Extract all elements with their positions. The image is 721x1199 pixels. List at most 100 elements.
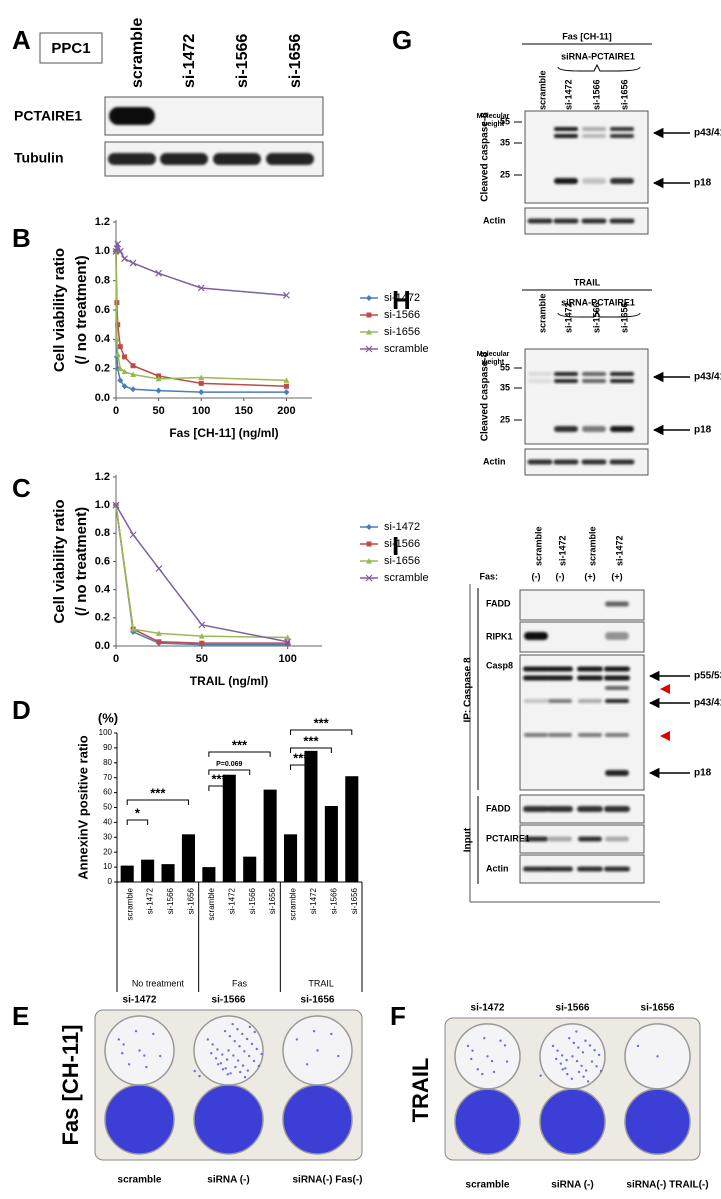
- bar: [284, 834, 298, 882]
- x-tick-label: si-1566: [329, 887, 338, 914]
- series-line: [115, 251, 287, 388]
- group-brace: [557, 63, 641, 72]
- blot-band: [547, 866, 573, 872]
- lane-label: si-1472: [563, 79, 573, 110]
- lane-label: scramble: [537, 70, 547, 110]
- legend-marker: [366, 295, 372, 301]
- colony: [236, 1027, 239, 1031]
- blot-band: [523, 675, 549, 681]
- fas-state: (-): [532, 571, 541, 581]
- x-tick-label: si-1566: [248, 887, 257, 914]
- colony: [330, 1032, 333, 1036]
- blot-band: [609, 218, 635, 224]
- y-tick-label: 0.2: [95, 363, 110, 375]
- panel-letter: D: [12, 695, 31, 725]
- blot-band: [577, 675, 603, 681]
- point: [198, 633, 205, 639]
- legend-marker: [366, 329, 372, 335]
- blot-band: [578, 699, 602, 703]
- colony: [575, 1030, 578, 1033]
- blot-band: [524, 836, 548, 842]
- mw-title: weight: [481, 359, 505, 366]
- y-tick-label: 0.8: [95, 275, 110, 287]
- well-label: si-1566: [212, 995, 246, 1006]
- well: [282, 1084, 353, 1155]
- blot-band: [604, 806, 630, 812]
- blot-band: [554, 127, 578, 131]
- significance-bracket: [208, 751, 271, 757]
- blot-band: [605, 699, 629, 703]
- point: [122, 354, 128, 360]
- colony: [586, 1080, 590, 1083]
- x-tick-label: 0: [113, 405, 119, 417]
- band-label: p43/41: [694, 128, 721, 139]
- colony: [234, 1065, 237, 1069]
- colony: [227, 1049, 230, 1052]
- colony: [571, 1055, 574, 1058]
- well-label: si-1656: [301, 995, 335, 1006]
- colony: [590, 1060, 594, 1063]
- lane-label: scramble: [533, 526, 543, 566]
- point: [116, 247, 124, 255]
- y-tick-label: 100: [99, 728, 113, 737]
- colony: [597, 1053, 601, 1057]
- group-label: TRAIL: [308, 978, 334, 988]
- colony: [539, 1074, 542, 1077]
- bar: [263, 789, 277, 882]
- blot-band: [554, 426, 578, 432]
- series-line: [115, 505, 288, 639]
- legend-label: scramble: [384, 572, 429, 584]
- fas-state: (+): [584, 571, 595, 581]
- blot-band: [528, 372, 552, 376]
- point: [130, 371, 137, 378]
- point: [121, 368, 128, 375]
- red-arrowhead: [660, 731, 670, 741]
- colony: [239, 1070, 242, 1074]
- well: [624, 1088, 691, 1155]
- legend-marker: [365, 574, 373, 582]
- x-tick-label: 0: [113, 653, 119, 665]
- legend-label: scramble: [384, 343, 429, 355]
- blot-band: [160, 153, 208, 165]
- point: [283, 377, 290, 383]
- y-label: Cleaved caspase-8: [480, 351, 491, 441]
- x-tick-label: si-1472: [309, 887, 318, 914]
- panel-letter: I: [392, 531, 399, 561]
- point: [155, 630, 162, 636]
- colony: [238, 1045, 241, 1048]
- lane-label: si-1472: [563, 302, 573, 333]
- blot-band: [605, 686, 629, 690]
- colony: [250, 1042, 254, 1046]
- treatment-label: Fas [CH-11]: [58, 1024, 83, 1145]
- significance-label: ***: [303, 733, 319, 748]
- blot-band: [554, 379, 578, 383]
- point: [113, 336, 120, 342]
- significance-bracket: [126, 799, 189, 805]
- colony: [248, 1054, 251, 1058]
- colony: [138, 1049, 141, 1052]
- y-tick-label: 60: [103, 788, 112, 797]
- y-tick-label: 1.0: [95, 245, 110, 257]
- colony: [486, 1055, 489, 1058]
- unit-label: (%): [98, 710, 118, 725]
- colony: [561, 1068, 564, 1071]
- x-tick-label: si-1656: [350, 887, 359, 914]
- bar: [243, 856, 257, 882]
- colony: [127, 1063, 131, 1066]
- x-tick-label: scramble: [207, 887, 216, 920]
- x-tick-label: 100: [192, 405, 210, 417]
- colony: [206, 1038, 209, 1041]
- y-tick-label: 0.6: [95, 555, 110, 567]
- point: [117, 365, 124, 372]
- colony: [229, 1072, 232, 1075]
- blot-band: [528, 379, 552, 383]
- band-label: p43/41: [694, 372, 721, 383]
- group-label: siRNA-PCTAIRE1: [561, 297, 635, 307]
- blot-band: [524, 699, 548, 703]
- loading-label: Actin: [483, 456, 506, 466]
- blot-band: [581, 218, 607, 224]
- significance-label: ***: [232, 737, 248, 752]
- colony: [225, 1058, 229, 1061]
- point: [198, 621, 206, 629]
